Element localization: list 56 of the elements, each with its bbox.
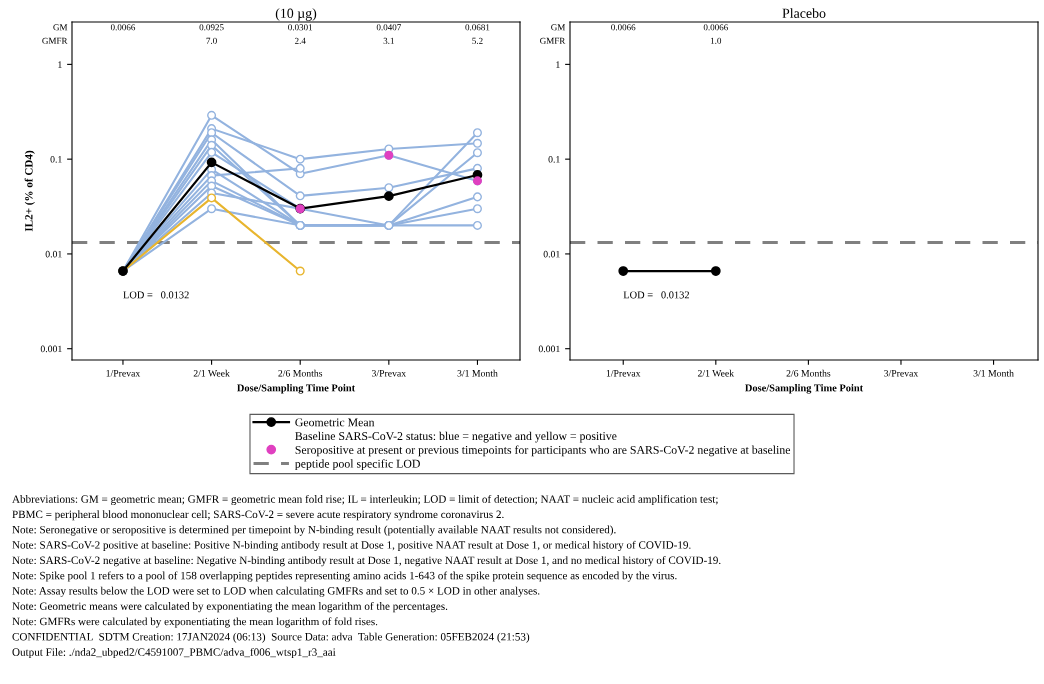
legend-label: Seropositive at present or previous timepoints for participants who are SARS-CoV-2 negative at baseline bbox=[295, 445, 791, 457]
text: GMFR bbox=[42, 37, 68, 44]
annotation: LOD = 0.0132 bbox=[623, 291, 690, 299]
annotation: 2.4 bbox=[294, 37, 306, 44]
chart-title: Placebo bbox=[782, 8, 826, 18]
annotation: 3.1 bbox=[383, 37, 394, 44]
y-tick-label: 0.001 bbox=[538, 345, 560, 353]
y-tick-label: 1 bbox=[58, 61, 62, 68]
annotation: 5.2 bbox=[472, 37, 483, 44]
annotation: 0.0066 bbox=[611, 24, 636, 31]
text: Abbreviations: GM = geometric mean; GMFR = geometric mean fold rise; IL = interleukin; LOD = limit of detection; NAAT = nucleic acid amplification test; bbox=[12, 494, 718, 506]
text: PBMC = peripheral blood mononuclear cell; SARS-CoV-2 = severe acute respiratory syndrome coronavirus 2. bbox=[12, 510, 504, 521]
annotation: LOD = 0.0132 bbox=[123, 291, 189, 299]
x-tick-label: 2/6 Months bbox=[786, 369, 831, 377]
x-tick-label: 3/Prevax bbox=[884, 370, 919, 377]
legend-label: peptide pool specific LOD bbox=[295, 459, 420, 471]
x-tick-label: 3/Prevax bbox=[372, 370, 406, 377]
text: Note: SARS-CoV-2 negative at baseline: Negative N-binding antibody result at Dose 1, negative NAAT result at Dose 1, and no medical history of COVID-19. bbox=[12, 556, 721, 567]
y-tick-label: 0.1 bbox=[50, 156, 62, 163]
x-axis-title: Dose/Sampling Time Point bbox=[237, 384, 356, 394]
y-tick-label: 0.01 bbox=[543, 250, 560, 258]
x-tick-label: 2/1 Week bbox=[697, 369, 735, 377]
y-tick-label: 0.1 bbox=[548, 156, 560, 163]
annotation: 0.0066 bbox=[703, 24, 728, 31]
annotation: 0.0301 bbox=[288, 24, 313, 31]
text: GMFR bbox=[540, 37, 566, 44]
chart-title: (10 µg) bbox=[275, 8, 317, 21]
text: CONFIDENTIAL SDTM Creation: 17JAN2024 (06:13) Source Data: adva Table Generation: 05FEB2024 (21:53) bbox=[12, 632, 530, 643]
text: Baseline SARS-CoV-2 status: blue = negative and yellow = positive bbox=[295, 431, 617, 443]
annotation: 7.0 bbox=[206, 37, 217, 44]
legend-label: Geometric Mean bbox=[295, 418, 375, 427]
y-tick-label: 0.001 bbox=[40, 345, 62, 353]
y-tick-label: 0.01 bbox=[45, 250, 62, 258]
text: Note: Geometric means were calculated by exponentiating the mean logarithm of the percentages. bbox=[12, 601, 448, 613]
annotation: 1.0 bbox=[710, 37, 722, 44]
text: Note: SARS-CoV-2 positive at baseline: Positive N-binding antibody result at Dose 1, positive NAAT result at Dose 1, or medical history of COVID-19. bbox=[12, 540, 691, 552]
text: GM bbox=[53, 24, 68, 31]
x-axis-title: Dose/Sampling Time Point bbox=[745, 384, 864, 394]
text: Note: Assay results below the LOD were set to LOD when calculating GMFRs and set to 0.5 × LOD in other analyses. bbox=[12, 586, 540, 597]
x-tick-label: 1/Prevax bbox=[106, 370, 141, 377]
annotation: 0.0066 bbox=[110, 24, 136, 31]
y-tick-label: 1 bbox=[556, 61, 560, 68]
text: Note: Spike pool 1 refers to a pool of 158 overlapping peptides representing amino acids 1-643 of the spike protein sequence as encoded by the virus. bbox=[12, 571, 677, 582]
annotation: 0.0925 bbox=[199, 24, 224, 31]
y-axis-title: IL2+ (% of CD4) bbox=[24, 150, 35, 232]
text: Note: GMFRs were calculated by exponentiating the mean logarithm of fold rises. bbox=[12, 617, 378, 628]
text: Output File: ./nda2_ubped2/C4591007_PBMC/adva_f006_wtsp1_r3_aai bbox=[12, 647, 336, 659]
annotation: 0.0407 bbox=[376, 24, 401, 31]
text: GM bbox=[551, 24, 566, 31]
x-tick-label: 1/Prevax bbox=[606, 370, 641, 377]
x-tick-label: 3/1 Month bbox=[457, 369, 498, 377]
x-tick-label: 2/1 Week bbox=[193, 369, 230, 377]
x-tick-label: 3/1 Month bbox=[973, 369, 1014, 377]
text: Note: Seronegative or seropositive is determined per timepoint by N-binding result (potentially available NAAT results not considered). bbox=[12, 525, 616, 536]
x-tick-label: 2/6 Months bbox=[278, 369, 323, 377]
annotation: 0.0681 bbox=[465, 24, 490, 31]
